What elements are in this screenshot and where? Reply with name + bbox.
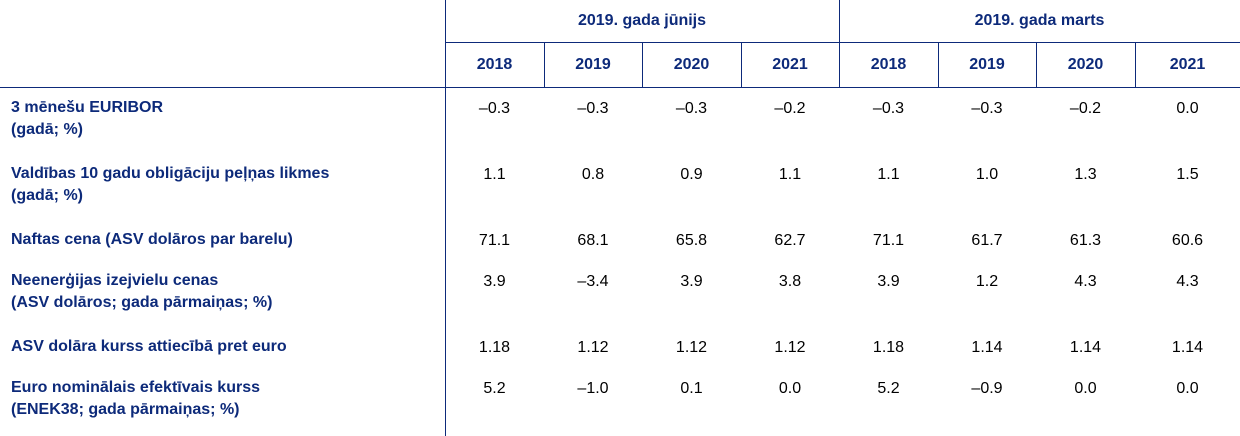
- year-col-rule: [642, 42, 643, 87]
- row-label-title: 3 mēnešu EURIBOR: [11, 99, 164, 116]
- table-cell-value: –0.2: [774, 100, 806, 117]
- table-cell-value: 1.14: [1171, 339, 1204, 356]
- table-cell-value: 71.1: [478, 232, 511, 249]
- table-cell-value: 1.12: [675, 339, 708, 356]
- table-cell-value: 1.12: [774, 339, 806, 356]
- table-cell-value: 3.9: [877, 273, 900, 290]
- table-cell-value: 62.7: [774, 232, 806, 249]
- table-cell-value: 3.9: [483, 273, 506, 290]
- table-cell-value: 1.14: [1069, 339, 1102, 356]
- table-cell-value: 68.1: [577, 232, 609, 249]
- row-label: 3 mēnešu EURIBOR (gadā; %): [11, 97, 431, 141]
- table-cell-value: 0.9: [680, 166, 703, 183]
- table-cell-value: 0.8: [581, 166, 605, 183]
- table-cell-value: 1.0: [975, 166, 999, 183]
- table-cell-value: –0.3: [478, 100, 511, 117]
- year-col-rule: [544, 42, 545, 87]
- group-header-march: 2019. gada marts: [974, 12, 1105, 29]
- table-cell-value: 5.2: [483, 380, 506, 397]
- group-header-rule: [445, 42, 1240, 43]
- year-col-rule: [1036, 42, 1037, 87]
- table-cell-value: 3.8: [778, 273, 802, 290]
- row-label: Naftas cena (ASV dolāros par barelu): [11, 229, 431, 251]
- table-cell-value: 3.9: [680, 273, 703, 290]
- group-header-june: 2019. gada jūnijs: [577, 12, 707, 29]
- table-cell-value: 1.14: [971, 339, 1003, 356]
- table-cell-value: 1.5: [1176, 166, 1199, 183]
- group-separator-rule: [839, 0, 840, 87]
- year-header: 2018: [870, 56, 907, 73]
- year-header: 2020: [1067, 56, 1104, 73]
- table-cell-value: 0.1: [680, 380, 703, 397]
- year-header: 2021: [1169, 56, 1206, 73]
- row-label: Neenerģijas izejvielu cenas (ASV dolāros;…: [11, 270, 431, 314]
- table-left-rule: [445, 0, 446, 436]
- table-cell-value: 1.1: [877, 166, 900, 183]
- table-cell-value: 1.1: [483, 166, 506, 183]
- table-cell-value: 61.3: [1069, 232, 1102, 249]
- year-col-rule: [938, 42, 939, 87]
- table-cell-value: 1.18: [872, 339, 905, 356]
- table-cell-value: –3.4: [577, 273, 609, 290]
- row-label-unit: (gadā; %): [11, 187, 83, 204]
- table-cell-value: –0.2: [1069, 100, 1102, 117]
- year-col-rule: [1135, 42, 1136, 87]
- table-cell-value: –0.3: [971, 100, 1003, 117]
- row-label-title: Naftas cena (ASV dolāros par barelu): [11, 231, 293, 248]
- table-cell-value: 5.2: [877, 380, 900, 397]
- row-label-unit: (gadā; %): [11, 121, 83, 138]
- row-label: Euro nominālais efektīvais kurss (ENEK38;…: [11, 377, 431, 421]
- table-cell-value: –1.0: [577, 380, 609, 397]
- table-cell-value: 1.12: [577, 339, 609, 356]
- year-header: 2018: [476, 56, 513, 73]
- year-header: 2020: [673, 56, 710, 73]
- year-header: 2021: [772, 56, 808, 73]
- row-label-title: Valdības 10 gadu obligāciju peļņas likme…: [11, 165, 330, 182]
- row-label-title: Euro nominālais efektīvais kurss: [11, 379, 260, 396]
- row-label: ASV dolāra kurss attiecībā pret euro: [11, 336, 431, 358]
- table-cell-value: 4.3: [1176, 273, 1199, 290]
- year-header: 2019: [969, 56, 1005, 73]
- table-cell-value: 65.8: [675, 232, 708, 249]
- table-cell-value: 1.1: [778, 166, 802, 183]
- year-header: 2019: [575, 56, 611, 73]
- table-cell-value: 1.18: [478, 339, 511, 356]
- row-label-unit: (ASV dolāros; gada pārmaiņas; %): [11, 294, 273, 311]
- table-cell-value: 71.1: [872, 232, 905, 249]
- table-cell-value: 1.3: [1074, 166, 1097, 183]
- table-cell-value: 61.7: [971, 232, 1003, 249]
- table-cell-value: 0.0: [778, 380, 802, 397]
- table-cell-value: –0.3: [675, 100, 708, 117]
- table-cell-value: –0.3: [577, 100, 609, 117]
- table-cell-value: –0.9: [971, 380, 1003, 397]
- table-cell-value: 4.3: [1074, 273, 1097, 290]
- row-label-title: ASV dolāra kurss attiecībā pret euro: [11, 338, 287, 355]
- table-cell-value: 1.2: [975, 273, 999, 290]
- row-label-title: Neenerģijas izejvielu cenas: [11, 272, 219, 289]
- table-cell-value: 0.0: [1176, 380, 1199, 397]
- year-header-rule: [0, 87, 1240, 88]
- year-col-rule: [741, 42, 742, 87]
- table-cell-value: 0.0: [1074, 380, 1097, 397]
- table-cell-value: 0.0: [1176, 100, 1199, 117]
- table-cell-value: –0.3: [872, 100, 905, 117]
- row-label-unit: (ENEK38; gada pārmaiņas; %): [11, 401, 240, 418]
- table-cell-value: 60.6: [1171, 232, 1204, 249]
- row-label: Valdības 10 gadu obligāciju peļņas likme…: [11, 163, 431, 207]
